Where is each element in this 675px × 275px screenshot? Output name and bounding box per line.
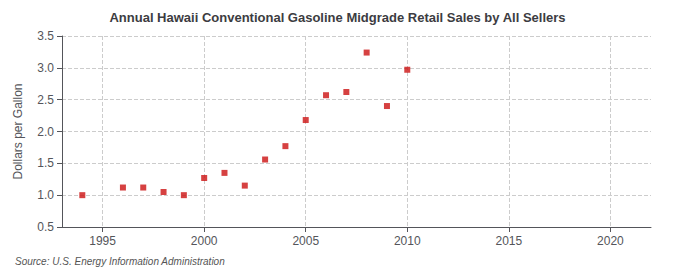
svg-text:Dollars per Gallon: Dollars per Gallon [11,83,25,179]
svg-text:1995: 1995 [89,234,116,248]
svg-text:2005: 2005 [292,234,319,248]
svg-text:3.5: 3.5 [37,29,54,43]
svg-text:3.0: 3.0 [37,61,54,75]
svg-text:1.0: 1.0 [37,188,54,202]
svg-text:0.5: 0.5 [37,220,54,234]
svg-text:2010: 2010 [394,234,421,248]
svg-text:2000: 2000 [191,234,218,248]
svg-text:2020: 2020 [597,234,624,248]
svg-text:1.5: 1.5 [37,156,54,170]
svg-text:Source: U.S. Energy Informatio: Source: U.S. Energy Information Administ… [15,256,225,267]
svg-text:2.0: 2.0 [37,125,54,139]
svg-text:2.5: 2.5 [37,93,54,107]
svg-text:Annual Hawaii Conventional Gas: Annual Hawaii Conventional Gasoline Midg… [109,10,565,25]
svg-text:2015: 2015 [495,234,522,248]
